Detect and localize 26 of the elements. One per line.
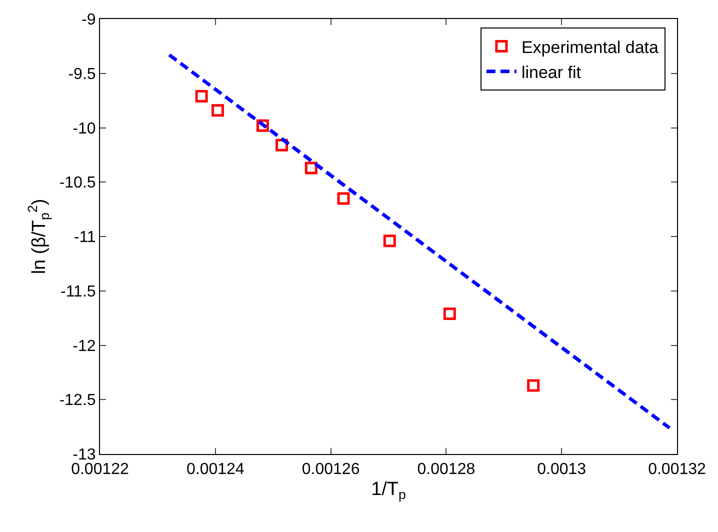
y-tick-label: -9.5 xyxy=(68,66,96,83)
legend-label: linear fit xyxy=(521,62,582,82)
y-tick-label: -12 xyxy=(72,338,96,355)
point xyxy=(443,307,456,320)
y-tick-label: -13 xyxy=(72,446,96,464)
point xyxy=(256,119,269,132)
x-tick-label: 0.00122 xyxy=(71,461,130,478)
x-tick-label: 0.00126 xyxy=(302,461,360,478)
y-tick-label: -11 xyxy=(74,229,96,246)
y-tick-label: -9 xyxy=(82,12,96,29)
y-tick-label: -10.5 xyxy=(59,174,96,192)
point xyxy=(337,192,350,205)
x-tick-label: 0.00128 xyxy=(417,461,476,478)
point xyxy=(383,234,396,248)
x-tick-label: 0.00124 xyxy=(186,461,244,478)
y-tick-label: -12.5 xyxy=(59,392,96,410)
legend-label: Experimental data xyxy=(521,38,660,57)
y-tick-label: -10 xyxy=(72,120,96,138)
point xyxy=(195,90,208,102)
x-axis-title: 1/T$_{p}$ xyxy=(371,479,406,502)
x-tick-label: 0.0013 xyxy=(537,461,586,478)
y-tick-label: -11.5 xyxy=(60,283,96,300)
x-tick-label: 0.00132 xyxy=(648,461,706,478)
point xyxy=(211,104,224,117)
point xyxy=(304,162,318,174)
point xyxy=(527,379,540,392)
